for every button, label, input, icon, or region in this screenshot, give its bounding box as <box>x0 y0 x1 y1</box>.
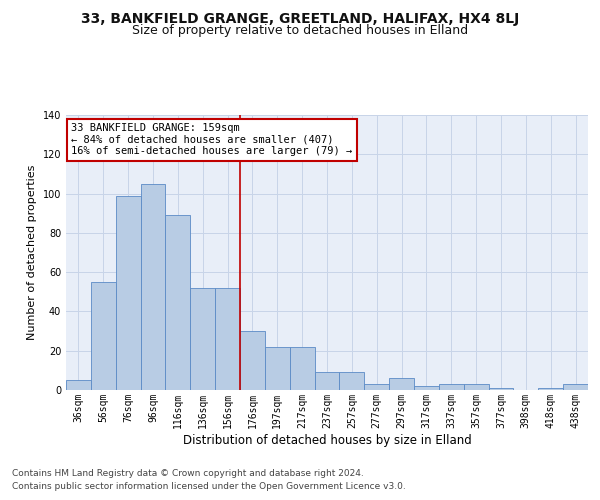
Bar <box>364 384 389 390</box>
Bar <box>340 372 364 390</box>
Bar <box>538 388 563 390</box>
Bar <box>91 282 116 390</box>
Bar <box>488 388 514 390</box>
Bar <box>439 384 464 390</box>
Bar <box>240 331 265 390</box>
Text: 33 BANKFIELD GRANGE: 159sqm
← 84% of detached houses are smaller (407)
16% of se: 33 BANKFIELD GRANGE: 159sqm ← 84% of det… <box>71 123 352 156</box>
Text: 33, BANKFIELD GRANGE, GREETLAND, HALIFAX, HX4 8LJ: 33, BANKFIELD GRANGE, GREETLAND, HALIFAX… <box>81 12 519 26</box>
Bar <box>66 380 91 390</box>
Bar <box>290 347 314 390</box>
Bar <box>140 184 166 390</box>
Bar <box>215 288 240 390</box>
Bar <box>563 384 588 390</box>
Text: Contains public sector information licensed under the Open Government Licence v3: Contains public sector information licen… <box>12 482 406 491</box>
Text: Size of property relative to detached houses in Elland: Size of property relative to detached ho… <box>132 24 468 37</box>
Bar <box>314 372 340 390</box>
Y-axis label: Number of detached properties: Number of detached properties <box>27 165 37 340</box>
Bar <box>389 378 414 390</box>
Bar <box>464 384 488 390</box>
Bar <box>116 196 140 390</box>
Text: Contains HM Land Registry data © Crown copyright and database right 2024.: Contains HM Land Registry data © Crown c… <box>12 468 364 477</box>
Bar <box>166 215 190 390</box>
Bar <box>265 347 290 390</box>
X-axis label: Distribution of detached houses by size in Elland: Distribution of detached houses by size … <box>182 434 472 446</box>
Bar <box>414 386 439 390</box>
Bar <box>190 288 215 390</box>
